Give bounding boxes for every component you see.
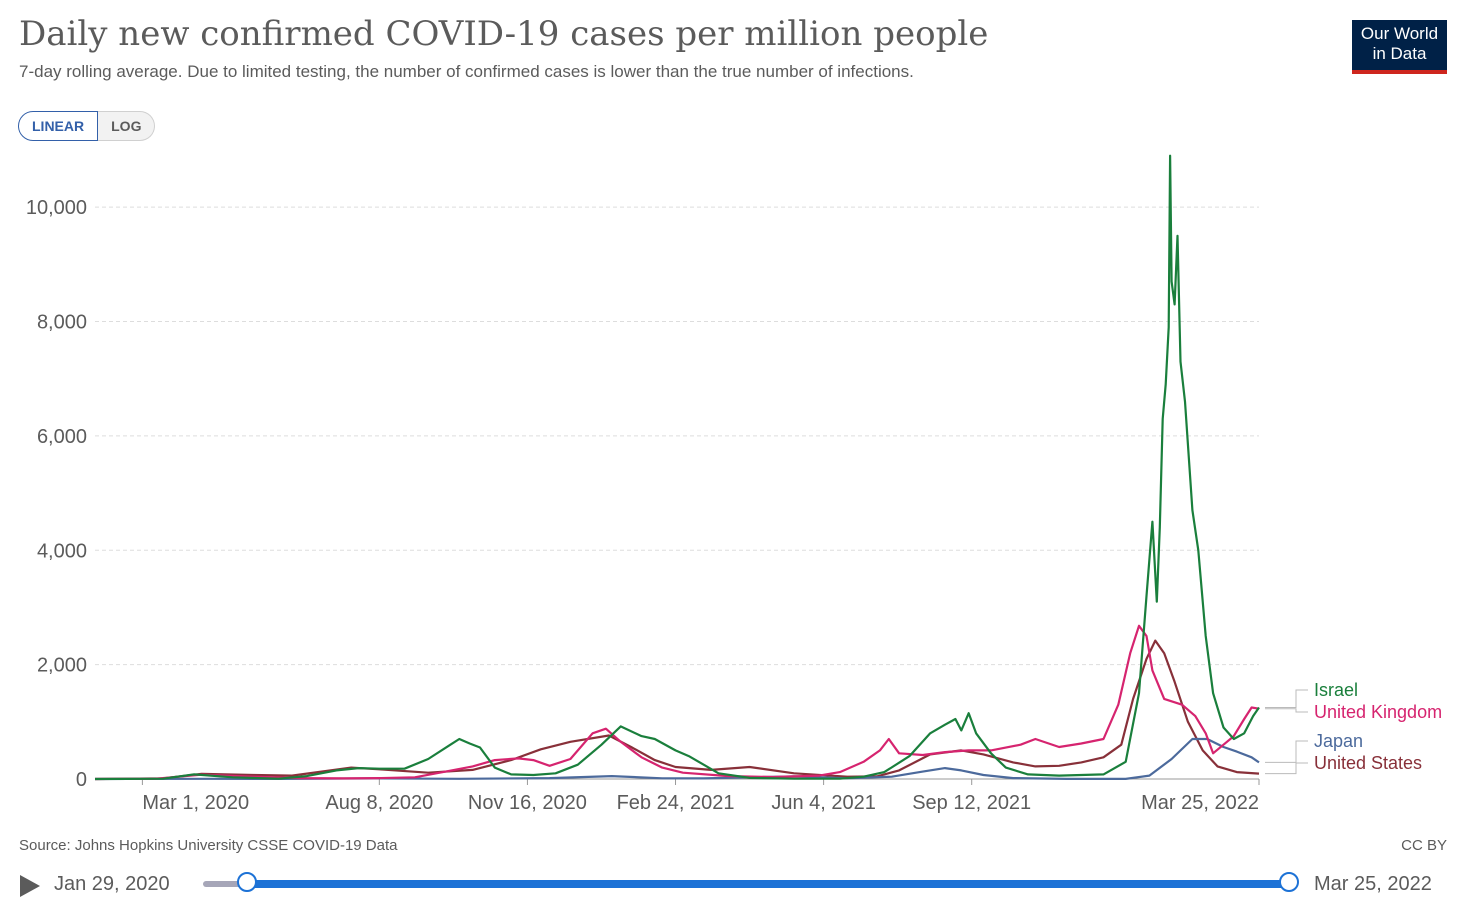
chart-title: Daily new confirmed COVID-19 cases per m… bbox=[19, 14, 989, 54]
legend-label-united-states[interactable]: United States bbox=[1314, 753, 1422, 773]
legend-connector bbox=[1265, 689, 1308, 708]
y-axis: 0 2,000 4,000 6,000 8,000 10,000 bbox=[26, 197, 87, 791]
play-icon[interactable] bbox=[20, 875, 40, 897]
legend-label-japan[interactable]: Japan bbox=[1314, 731, 1363, 751]
timeline-start-handle[interactable] bbox=[237, 872, 257, 892]
series-lines bbox=[94, 154, 1260, 781]
owid-logo[interactable]: Our World in Data bbox=[1352, 20, 1447, 74]
source-note[interactable]: Source: Johns Hopkins University CSSE CO… bbox=[19, 837, 398, 854]
timeline: Jan 29, 2020 Mar 25, 2022 bbox=[0, 866, 1467, 904]
y-tick-label: 6,000 bbox=[37, 426, 87, 448]
x-tick-label: Aug 8, 2020 bbox=[325, 792, 433, 814]
legend-label-israel[interactable]: Israel bbox=[1314, 680, 1358, 700]
license-note[interactable]: CC BY bbox=[1401, 837, 1447, 854]
scale-toggle: LINEAR LOG bbox=[18, 111, 156, 141]
series-line-united-states[interactable] bbox=[94, 639, 1260, 781]
gridlines bbox=[95, 206, 1259, 666]
x-tick-label: Jun 4, 2021 bbox=[771, 792, 876, 814]
log-scale-button[interactable]: LOG bbox=[98, 111, 156, 141]
x-axis: Mar 1, 2020 Aug 8, 2020 Nov 16, 2020 Feb 24… bbox=[95, 778, 1260, 814]
y-tick-label: 2,000 bbox=[37, 655, 87, 677]
timeline-track-selected[interactable] bbox=[247, 880, 1289, 888]
chart-subtitle: 7-day rolling average. Due to limited te… bbox=[19, 62, 914, 81]
legend-label-united-kingdom[interactable]: United Kingdom bbox=[1314, 702, 1442, 722]
legend-connector bbox=[1265, 740, 1308, 763]
legend-connector bbox=[1265, 708, 1308, 713]
linear-scale-button[interactable]: LINEAR bbox=[18, 111, 99, 141]
y-tick-label: 4,000 bbox=[37, 540, 87, 562]
line-chart: 0 2,000 4,000 6,000 8,000 10,000 Mar 1, 2020 A… bbox=[26, 154, 1442, 814]
timeline-track-unselected[interactable] bbox=[203, 881, 247, 887]
series-line-israel[interactable] bbox=[94, 154, 1260, 781]
timeline-start-label: Jan 29, 2020 bbox=[54, 873, 170, 895]
logo-line-2: in Data bbox=[1372, 44, 1427, 63]
y-tick-label: 8,000 bbox=[37, 312, 87, 334]
y-tick-label: 0 bbox=[76, 769, 87, 791]
series-line-united-kingdom[interactable] bbox=[94, 624, 1260, 781]
x-tick-label: Sep 12, 2021 bbox=[912, 792, 1031, 814]
timeline-end-handle[interactable] bbox=[1279, 872, 1299, 892]
y-tick-label: 10,000 bbox=[26, 197, 87, 219]
x-tick-label: Mar 1, 2020 bbox=[142, 792, 249, 814]
series-line-japan[interactable] bbox=[94, 737, 1260, 781]
x-tick-label: Feb 24, 2021 bbox=[617, 792, 735, 814]
logo-line-1: Our World bbox=[1360, 24, 1439, 43]
timeline-end-label: Mar 25, 2022 bbox=[1314, 873, 1432, 895]
legend-connector bbox=[1265, 762, 1308, 775]
x-tick-label: Nov 16, 2020 bbox=[468, 792, 587, 814]
x-tick-label: Mar 25, 2022 bbox=[1141, 792, 1259, 814]
